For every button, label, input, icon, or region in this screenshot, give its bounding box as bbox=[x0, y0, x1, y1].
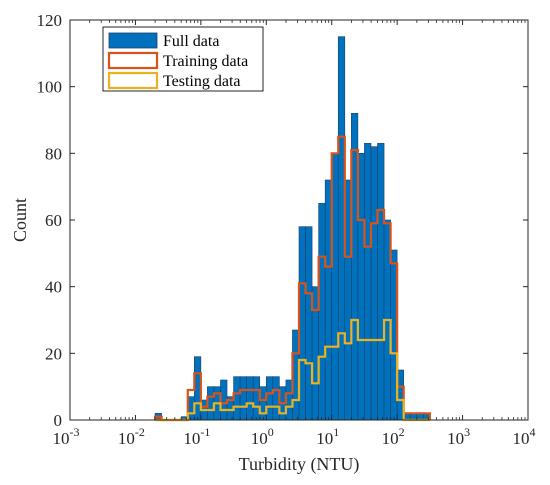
y-tick-label: 100 bbox=[37, 78, 63, 97]
histogram-bar bbox=[377, 143, 385, 421]
x-tick-label: 102 bbox=[382, 425, 405, 448]
y-tick-label: 20 bbox=[45, 344, 62, 363]
y-tick-label: 80 bbox=[45, 144, 62, 163]
y-tick-label: 120 bbox=[37, 11, 63, 30]
x-tick-label: 103 bbox=[447, 425, 470, 448]
axis-ticks: 10-3 10-2 10-1 100 101 102 103 104 0 20 40 60 80 100 1… bbox=[37, 11, 536, 448]
legend-swatch-testing-data bbox=[107, 71, 159, 90]
x-tick-label: 10-2 bbox=[118, 425, 145, 448]
training-data-outline bbox=[153, 135, 431, 422]
x-tick-label: 101 bbox=[316, 425, 339, 448]
x-tick-label: 104 bbox=[513, 425, 536, 448]
legend-swatch-training-data bbox=[107, 51, 159, 70]
testing-data-outline bbox=[155, 318, 430, 422]
x-axis-title: Turbidity (NTU) bbox=[239, 454, 360, 475]
x-tick-label: 10-3 bbox=[53, 425, 80, 448]
y-tick-label: 40 bbox=[45, 278, 62, 297]
histogram-bar bbox=[318, 203, 326, 421]
histogram-bar bbox=[370, 146, 378, 421]
x-tick-label: 10-1 bbox=[183, 425, 210, 448]
legend-swatch-full-data bbox=[108, 32, 158, 49]
legend-label-testing-data: Testing data bbox=[163, 73, 241, 90]
histogram-bar bbox=[239, 376, 247, 421]
legend: Full data Training data Testing data bbox=[102, 26, 264, 92]
y-tick-label: 0 bbox=[54, 411, 63, 430]
histogram-bar bbox=[364, 143, 372, 421]
histogram-bar bbox=[246, 376, 254, 421]
legend-label-full-data: Full data bbox=[163, 33, 219, 50]
y-axis-title: Count bbox=[10, 198, 30, 242]
legend-label-training-data: Training data bbox=[163, 53, 248, 70]
x-tick-label: 100 bbox=[251, 425, 274, 448]
y-tick-label: 60 bbox=[45, 211, 62, 230]
histogram-bar bbox=[305, 226, 313, 421]
